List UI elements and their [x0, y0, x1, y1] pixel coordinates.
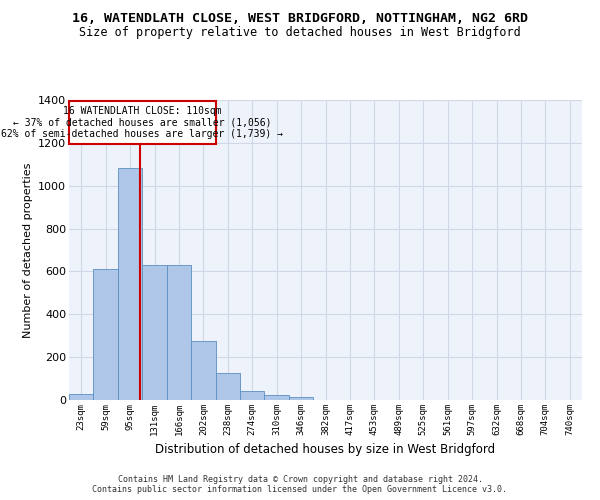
- Text: 16 WATENDLATH CLOSE: 110sqm
← 37% of detached houses are smaller (1,056)
62% of : 16 WATENDLATH CLOSE: 110sqm ← 37% of det…: [1, 106, 283, 139]
- FancyBboxPatch shape: [69, 101, 215, 144]
- Bar: [118, 168, 142, 400]
- Bar: [240, 392, 265, 400]
- Bar: [142, 265, 167, 400]
- Bar: [215, 373, 240, 400]
- Text: Size of property relative to detached houses in West Bridgford: Size of property relative to detached ho…: [79, 26, 521, 39]
- Bar: [289, 397, 313, 400]
- Bar: [265, 396, 289, 400]
- Bar: [69, 394, 94, 400]
- Y-axis label: Number of detached properties: Number of detached properties: [23, 162, 32, 338]
- Bar: [167, 265, 191, 400]
- X-axis label: Distribution of detached houses by size in West Bridgford: Distribution of detached houses by size …: [155, 444, 496, 456]
- Text: 16, WATENDLATH CLOSE, WEST BRIDGFORD, NOTTINGHAM, NG2 6RD: 16, WATENDLATH CLOSE, WEST BRIDGFORD, NO…: [72, 12, 528, 26]
- Text: Contains HM Land Registry data © Crown copyright and database right 2024.
Contai: Contains HM Land Registry data © Crown c…: [92, 474, 508, 494]
- Bar: [191, 341, 215, 400]
- Bar: [94, 270, 118, 400]
